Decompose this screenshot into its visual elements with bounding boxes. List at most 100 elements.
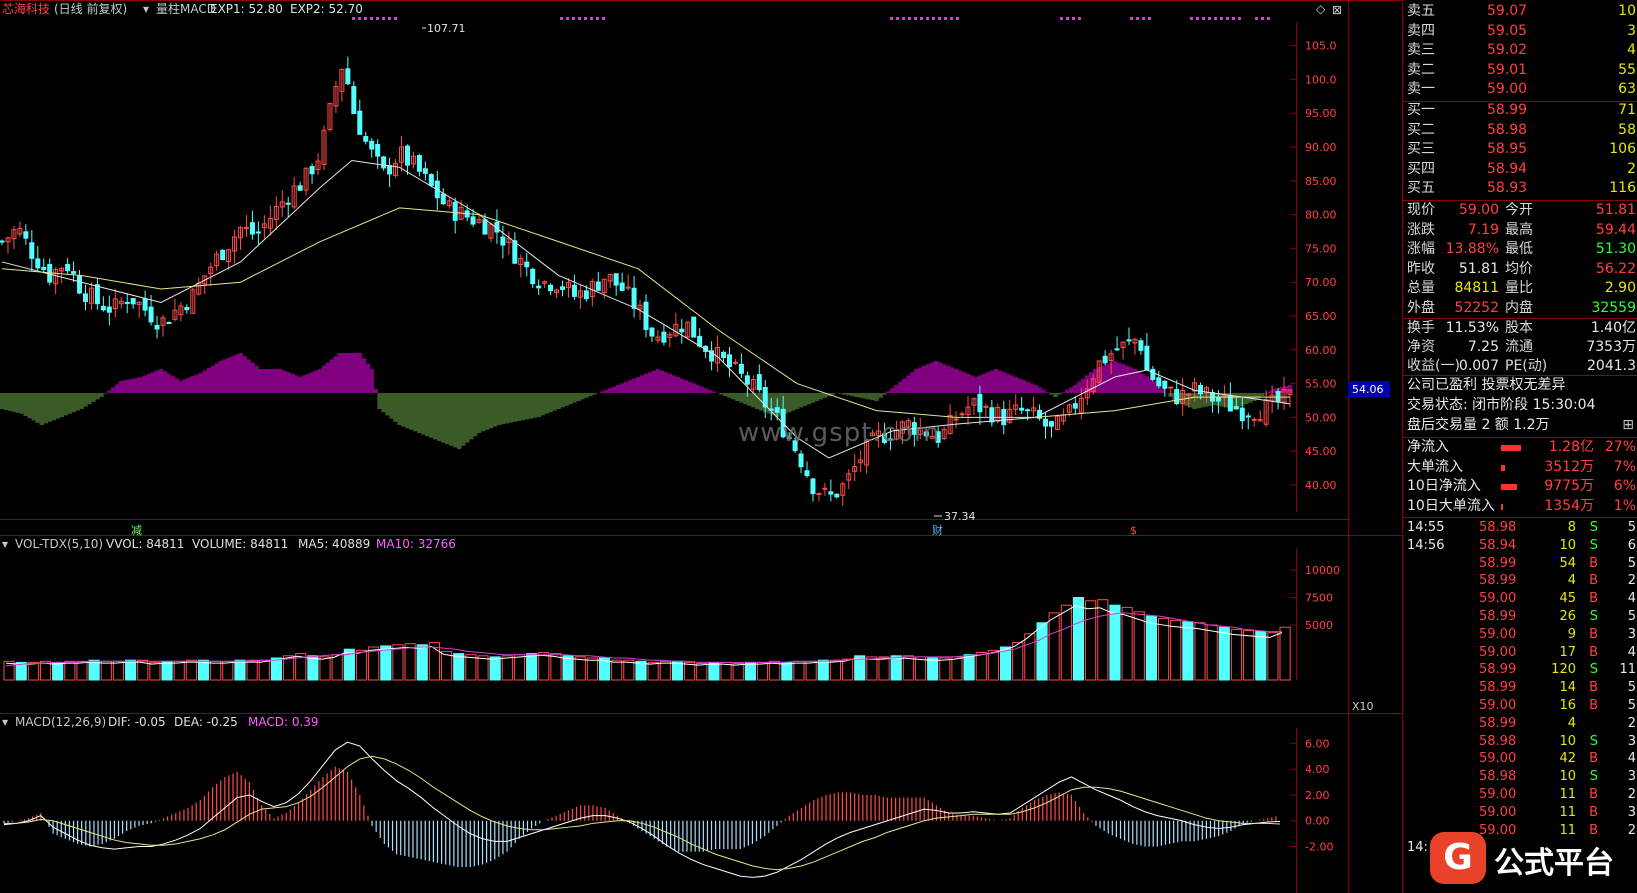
tick-price: 59.00: [1479, 591, 1517, 607]
candle-body: [381, 156, 387, 169]
stock-name[interactable]: 芯海科技: [2, 1, 50, 16]
candle-body: [59, 267, 65, 272]
volume-bar: [440, 650, 453, 681]
candle-body: [1043, 418, 1049, 427]
tick-volume: 10: [1559, 733, 1576, 749]
tick-count: 2: [1627, 822, 1636, 838]
tick-price: 59.00: [1479, 698, 1517, 713]
candle-body: [1239, 407, 1245, 422]
volume-bar: [246, 659, 258, 681]
signal-dot: [572, 17, 575, 20]
macd-histogram: [3, 741, 1281, 878]
volume-bar: [1279, 626, 1291, 681]
chevron-down-icon[interactable]: ▾: [143, 2, 149, 16]
ask-label: 卖一: [1407, 81, 1435, 97]
candle-body: [357, 110, 363, 135]
price-tick-label: 85.00: [1305, 175, 1337, 188]
fund-flow-row: 净流入 1.28亿 27%: [1407, 438, 1636, 457]
chart-area[interactable]: 芯海科技 (日线 前复权) ▾ 量柱MACD EXP1: 52.80 EXP2:…: [0, 0, 1402, 893]
bid-price: 58.98: [1487, 121, 1528, 138]
tick-side: S: [1589, 520, 1598, 535]
tick-side: B: [1589, 680, 1598, 696]
flow-percent: 1%: [1613, 497, 1636, 514]
tick-side: B: [1589, 822, 1598, 838]
tick-price: 58.99: [1479, 573, 1517, 589]
candle-body: [1019, 407, 1025, 411]
candle-body: [184, 306, 190, 311]
volume-bar: [307, 655, 319, 681]
marker-finance: 财: [932, 523, 943, 537]
candle-body: [649, 327, 655, 337]
volume-bar: [465, 654, 477, 681]
signal-dot: [394, 17, 397, 20]
candle-body: [94, 284, 100, 305]
candle-body: [82, 293, 88, 303]
tick-volume: 14: [1559, 680, 1576, 696]
tick-count: 5: [1627, 555, 1636, 571]
signal-dot: [352, 17, 355, 20]
volume-bar: [1012, 642, 1024, 681]
stat-label: 涨跌: [1407, 221, 1435, 238]
fund-label: 净资: [1407, 339, 1435, 355]
tick-volume: 54: [1559, 555, 1576, 571]
candle-body: [1138, 340, 1144, 351]
signal-dot: [1208, 17, 1211, 20]
candle-body: [1072, 403, 1078, 409]
expand-icon[interactable]: ⊞: [1622, 417, 1634, 433]
candle-body: [1257, 419, 1263, 422]
candle-body: [393, 162, 399, 176]
chevron-down-icon[interactable]: ▾: [2, 537, 8, 551]
volume-bars: [3, 597, 1291, 681]
volume-bar: [295, 653, 307, 681]
dea-line: [4, 755, 1281, 871]
flow-label: 大单流入: [1407, 458, 1463, 475]
tick-count: 5: [1627, 520, 1636, 535]
volume-bar: [1097, 599, 1109, 681]
fund-value: 11.53%: [1445, 320, 1499, 336]
tick-count: 6: [1627, 537, 1636, 553]
tick-price: 58.99: [1479, 609, 1517, 624]
bid-row: 买三 58.95 106: [1407, 140, 1636, 159]
volume-bar: [1060, 604, 1072, 681]
candle-body: [834, 493, 840, 498]
candle-body: [667, 334, 673, 339]
tick-price: 59.00: [1479, 804, 1517, 820]
volume-axis: 10000 7500 5000: [1290, 548, 1340, 680]
tick-volume: 10: [1559, 537, 1576, 553]
stat-label: 最高: [1505, 221, 1533, 238]
fund-label: 股本: [1505, 320, 1533, 336]
volume-bar: [1085, 600, 1097, 681]
candle-body: [601, 278, 607, 293]
fund-value: 1.40亿: [1590, 320, 1636, 336]
signal-dot: [1078, 17, 1081, 20]
candle-body: [756, 374, 762, 391]
candle-body: [106, 306, 112, 313]
candle-body: [583, 290, 589, 300]
candle-body: [214, 253, 220, 267]
candle-body: [530, 268, 536, 285]
signal-dot: [1148, 17, 1151, 20]
panel-close-icon[interactable]: ⊠: [1332, 3, 1342, 17]
candle-body: [1263, 398, 1269, 425]
candle-body: [524, 261, 530, 268]
candle-body: [989, 407, 995, 423]
candle-body: [1245, 415, 1251, 418]
price-tick-label: 65.00: [1305, 310, 1337, 323]
signal-dot: [602, 17, 605, 20]
candle-body: [309, 166, 315, 175]
candle-body: [1162, 380, 1168, 389]
volume-bar: [15, 661, 27, 681]
candle-body: [512, 240, 518, 264]
chart-mode[interactable]: (日线 前复权): [54, 1, 127, 16]
candle-body: [1120, 341, 1126, 349]
watermark: www.gspt.com: [738, 418, 941, 448]
stat-label: 昨收: [1407, 260, 1435, 277]
volume-bar: [149, 661, 161, 681]
fundamental-row: 净资 7.25 流通 7353万: [1407, 338, 1636, 357]
candle-body: [285, 202, 291, 205]
candle-body: [1204, 387, 1210, 394]
signal-dot: [1072, 17, 1075, 20]
diamond-icon[interactable]: ◇: [1316, 2, 1326, 16]
chevron-down-icon[interactable]: ▾: [2, 715, 8, 729]
candle-body: [273, 205, 279, 220]
